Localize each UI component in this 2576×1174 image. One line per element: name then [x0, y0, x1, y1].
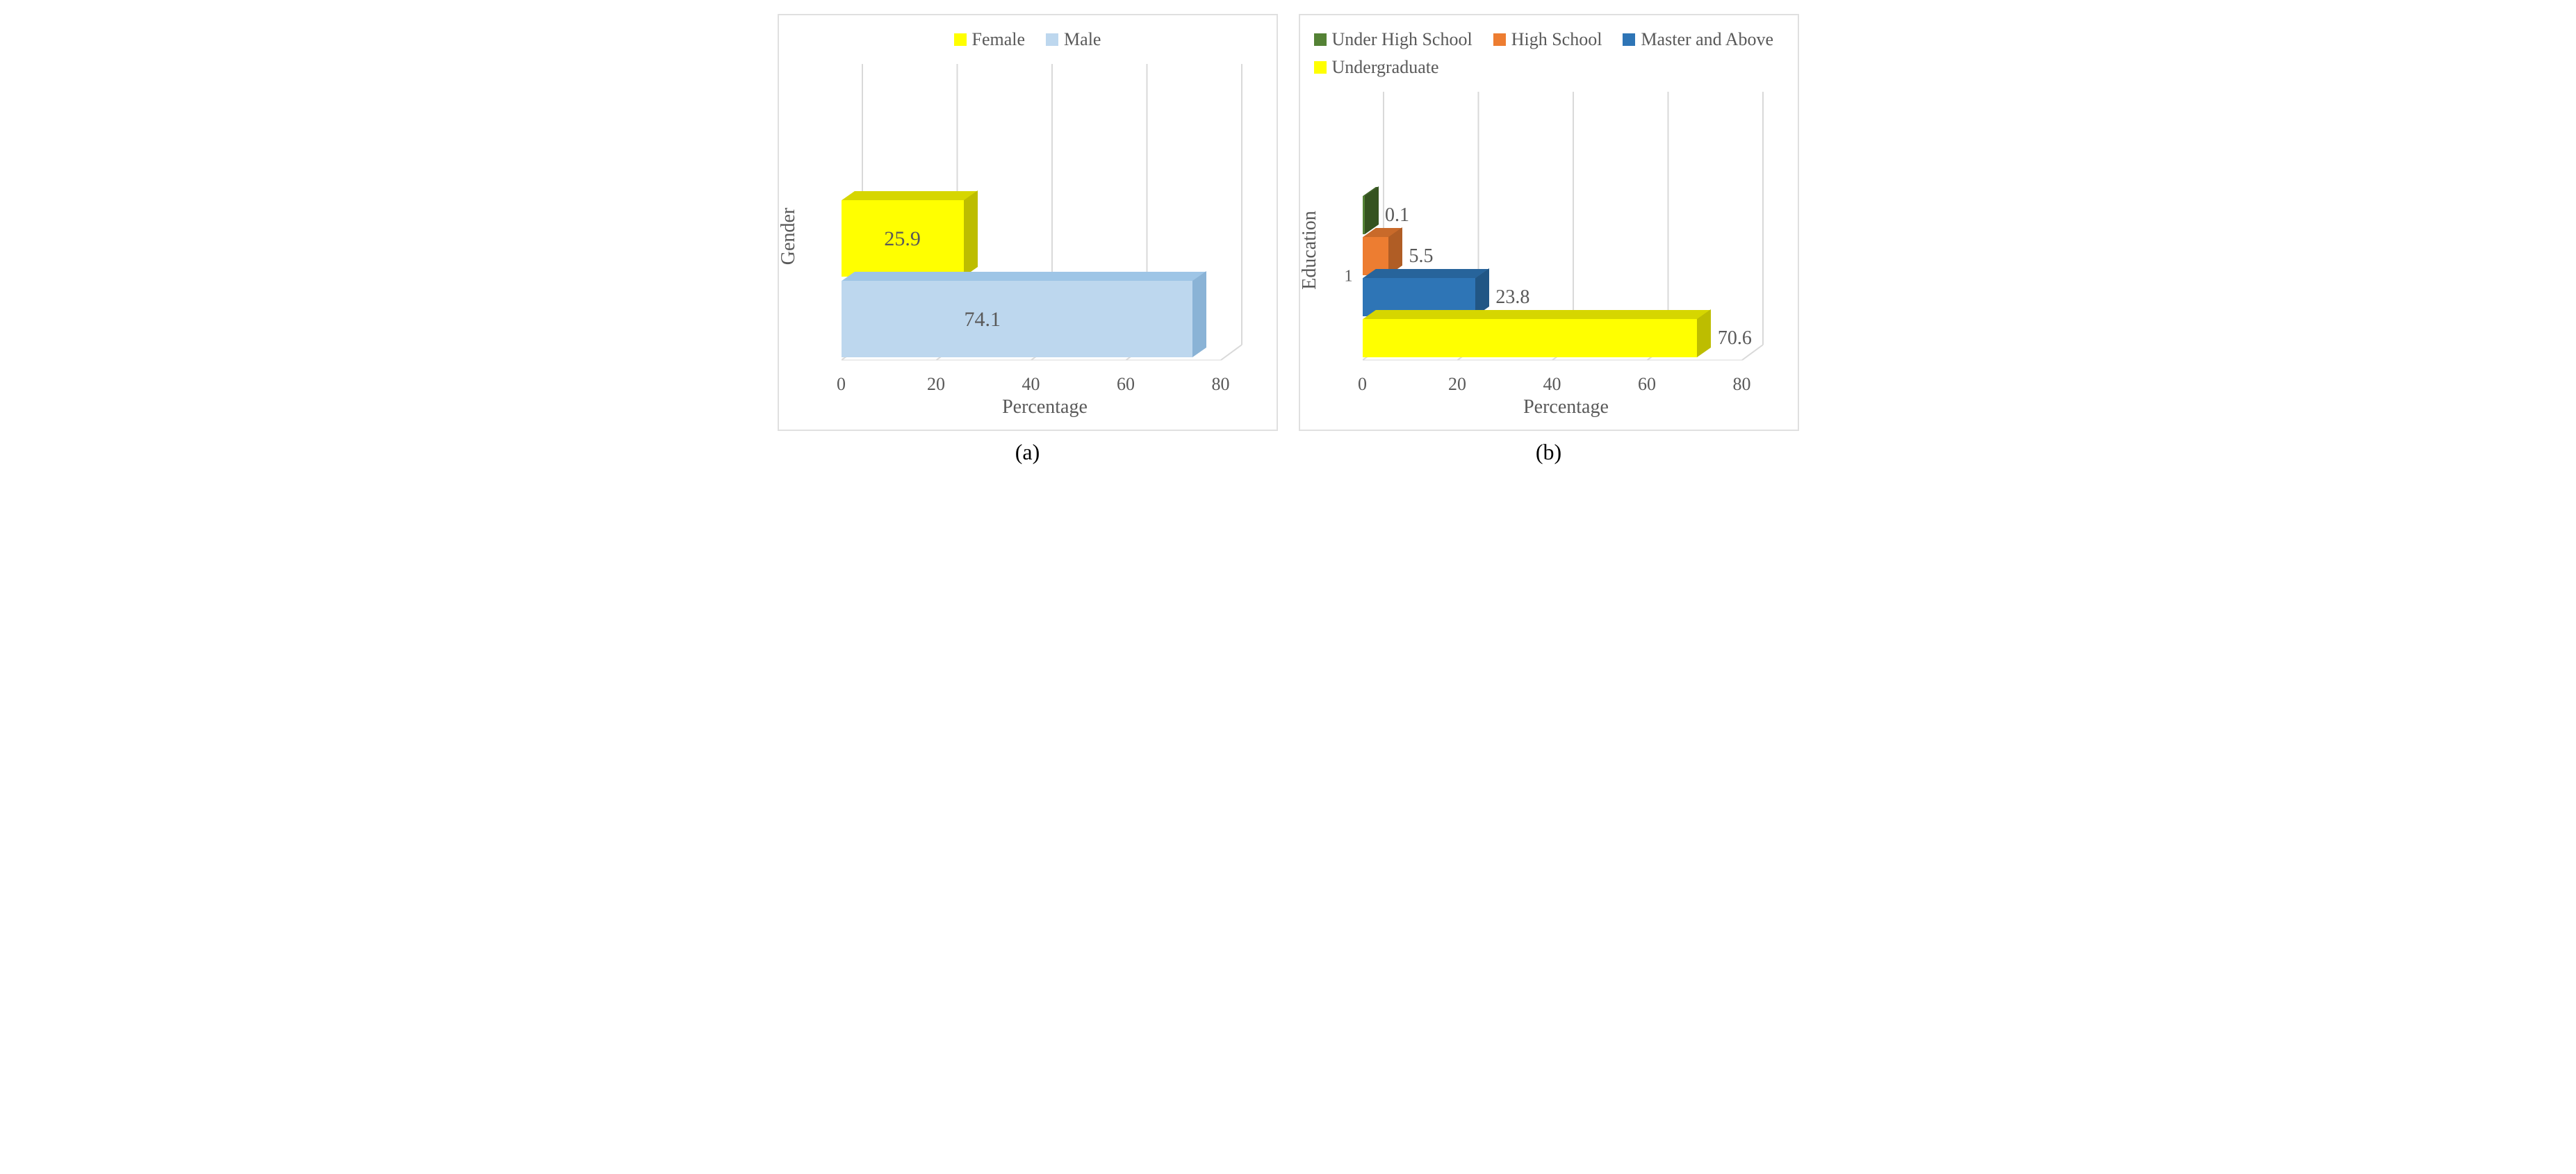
- legend-item: Under High School: [1314, 29, 1472, 50]
- legend-swatch: [1623, 33, 1635, 46]
- panel-a-ylabel: Gender: [778, 208, 800, 265]
- bar-value-label: 0.1: [1385, 204, 1409, 227]
- panel-b-plot: 0.15.523.870.61: [1363, 85, 1770, 367]
- bar-value-label: 25.9: [884, 227, 921, 251]
- legend-item: High School: [1493, 29, 1602, 50]
- panel-a-caption: (a): [1015, 439, 1040, 465]
- x-tick-label: 20: [927, 374, 945, 395]
- panel-a-wrap: Female Male Gender 25.9 74.1 0 20 40 60 80 Per…: [778, 14, 1278, 465]
- x-tick-label: 0: [837, 374, 846, 395]
- panel-b-xlabel: Percentage: [1363, 396, 1770, 418]
- panel-b-chart-area: Education 0.15.523.870.61 020406080 Perc…: [1314, 85, 1784, 416]
- panel-b-ylabel: Education: [1299, 211, 1321, 290]
- x-tick-label: 0: [1358, 374, 1367, 395]
- panel-b: Under High School High School Master and A…: [1299, 14, 1799, 431]
- panel-b-legend: Under High School High School Master and A…: [1314, 29, 1784, 78]
- x-tick-label: 60: [1638, 374, 1656, 395]
- bar-front: [1363, 196, 1365, 234]
- bar-top-face: [1363, 269, 1488, 278]
- legend-item: Undergraduate: [1314, 57, 1439, 78]
- panel-a-xticks: 020406080: [842, 374, 1249, 395]
- panel-b-wrap: Under High School High School Master and A…: [1299, 14, 1799, 465]
- x-tick-label: 40: [1022, 374, 1040, 395]
- x-tick-label: 60: [1117, 374, 1135, 395]
- bar-front: [842, 281, 1193, 357]
- x-tick-label: 80: [1212, 374, 1230, 395]
- legend-item: Male: [1046, 29, 1101, 50]
- legend-label: High School: [1511, 29, 1602, 50]
- bar-top-face: [1363, 310, 1711, 319]
- bar-front: [1363, 319, 1698, 357]
- legend-label: Male: [1064, 29, 1101, 50]
- bar-value-label: 74.1: [965, 308, 1001, 332]
- legend-label: Under High School: [1332, 29, 1472, 50]
- panel-a: Female Male Gender 25.9 74.1 0 20 40 60 80 Per…: [778, 14, 1278, 431]
- legend-item: Female: [954, 29, 1026, 50]
- legend-swatch: [1046, 33, 1058, 46]
- legend-swatch: [1314, 33, 1327, 46]
- legend-swatch: [1314, 61, 1327, 74]
- legend-swatch: [1493, 33, 1506, 46]
- bar: 70.6: [1363, 319, 1698, 357]
- legend-label: Undergraduate: [1332, 57, 1439, 78]
- bar-side-face: [1192, 271, 1206, 357]
- bar: 74.1: [842, 281, 1193, 357]
- x-tick-label: 20: [1448, 374, 1466, 395]
- chart-container: Female Male Gender 25.9 74.1 0 20 40 60 80 Per…: [14, 14, 2562, 465]
- bar-top-face: [842, 191, 978, 200]
- panel-a-plot: 25.9 74.1: [842, 57, 1249, 367]
- bar-side-face: [964, 190, 978, 277]
- panel-a-xlabel: Percentage: [842, 396, 1249, 418]
- legend-label: Master and Above: [1641, 29, 1773, 50]
- x-tick-label: 40: [1543, 374, 1561, 395]
- bar-value-label: 5.5: [1409, 245, 1434, 268]
- panel-b-caption: (b): [1536, 439, 1561, 465]
- bar: 0.1: [1363, 196, 1365, 234]
- legend-swatch: [954, 33, 967, 46]
- bar-value-label: 70.6: [1718, 327, 1752, 350]
- panel-a-legend: Female Male: [793, 29, 1263, 50]
- y-tick-label: 1: [1345, 268, 1353, 286]
- x-tick-label: 80: [1733, 374, 1751, 395]
- legend-item: Master and Above: [1623, 29, 1773, 50]
- bar-top-face: [842, 272, 1206, 281]
- legend-label: Female: [972, 29, 1026, 50]
- panel-b-xticks: 020406080: [1363, 374, 1770, 395]
- bar-value-label: 23.8: [1495, 286, 1529, 309]
- bar: 25.9: [842, 200, 965, 277]
- panel-a-chart-area: Gender 25.974.1 020406080 Percentage: [793, 57, 1263, 416]
